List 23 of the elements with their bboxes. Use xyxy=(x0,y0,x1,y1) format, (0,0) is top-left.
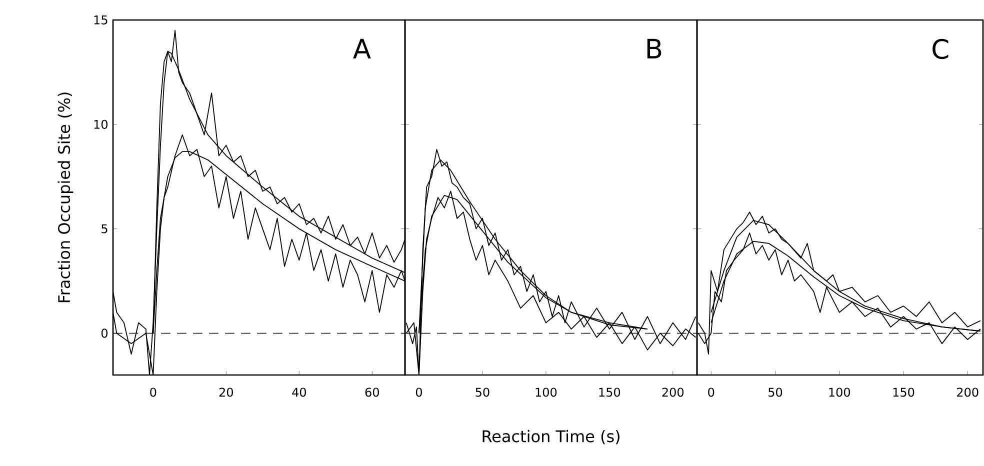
x-tick-label: 60 xyxy=(365,388,379,397)
y-axis-title: Fraction Occupied Site (%) xyxy=(58,92,74,302)
x-tick-label: 40 xyxy=(292,388,306,397)
y-tick-label: 5 xyxy=(102,224,108,234)
x-tick-label: 100 xyxy=(536,388,557,397)
annotation: B xyxy=(647,38,662,58)
annotation: A xyxy=(353,38,371,58)
x-tick-label: 0 xyxy=(416,388,422,397)
x-tick-label: 50 xyxy=(476,388,490,397)
y-tick-label: 10 xyxy=(94,120,108,129)
annotation: C xyxy=(932,38,948,60)
x-tick-label: 200 xyxy=(957,388,978,397)
x-tick-label: 0 xyxy=(150,388,156,397)
x-tick-label: 100 xyxy=(829,388,850,397)
x-tick-label: 150 xyxy=(599,388,620,397)
x-axis-title: Reaction Time (s) xyxy=(482,430,620,444)
x-tick-label: 200 xyxy=(662,388,684,397)
y-tick-label: 15 xyxy=(94,16,108,24)
x-tick-label: 50 xyxy=(768,388,782,397)
x-tick-label: 0 xyxy=(708,388,714,397)
y-tick-label: 0 xyxy=(101,328,108,338)
x-tick-label: 20 xyxy=(219,388,233,397)
x-tick-label: 150 xyxy=(893,388,914,397)
